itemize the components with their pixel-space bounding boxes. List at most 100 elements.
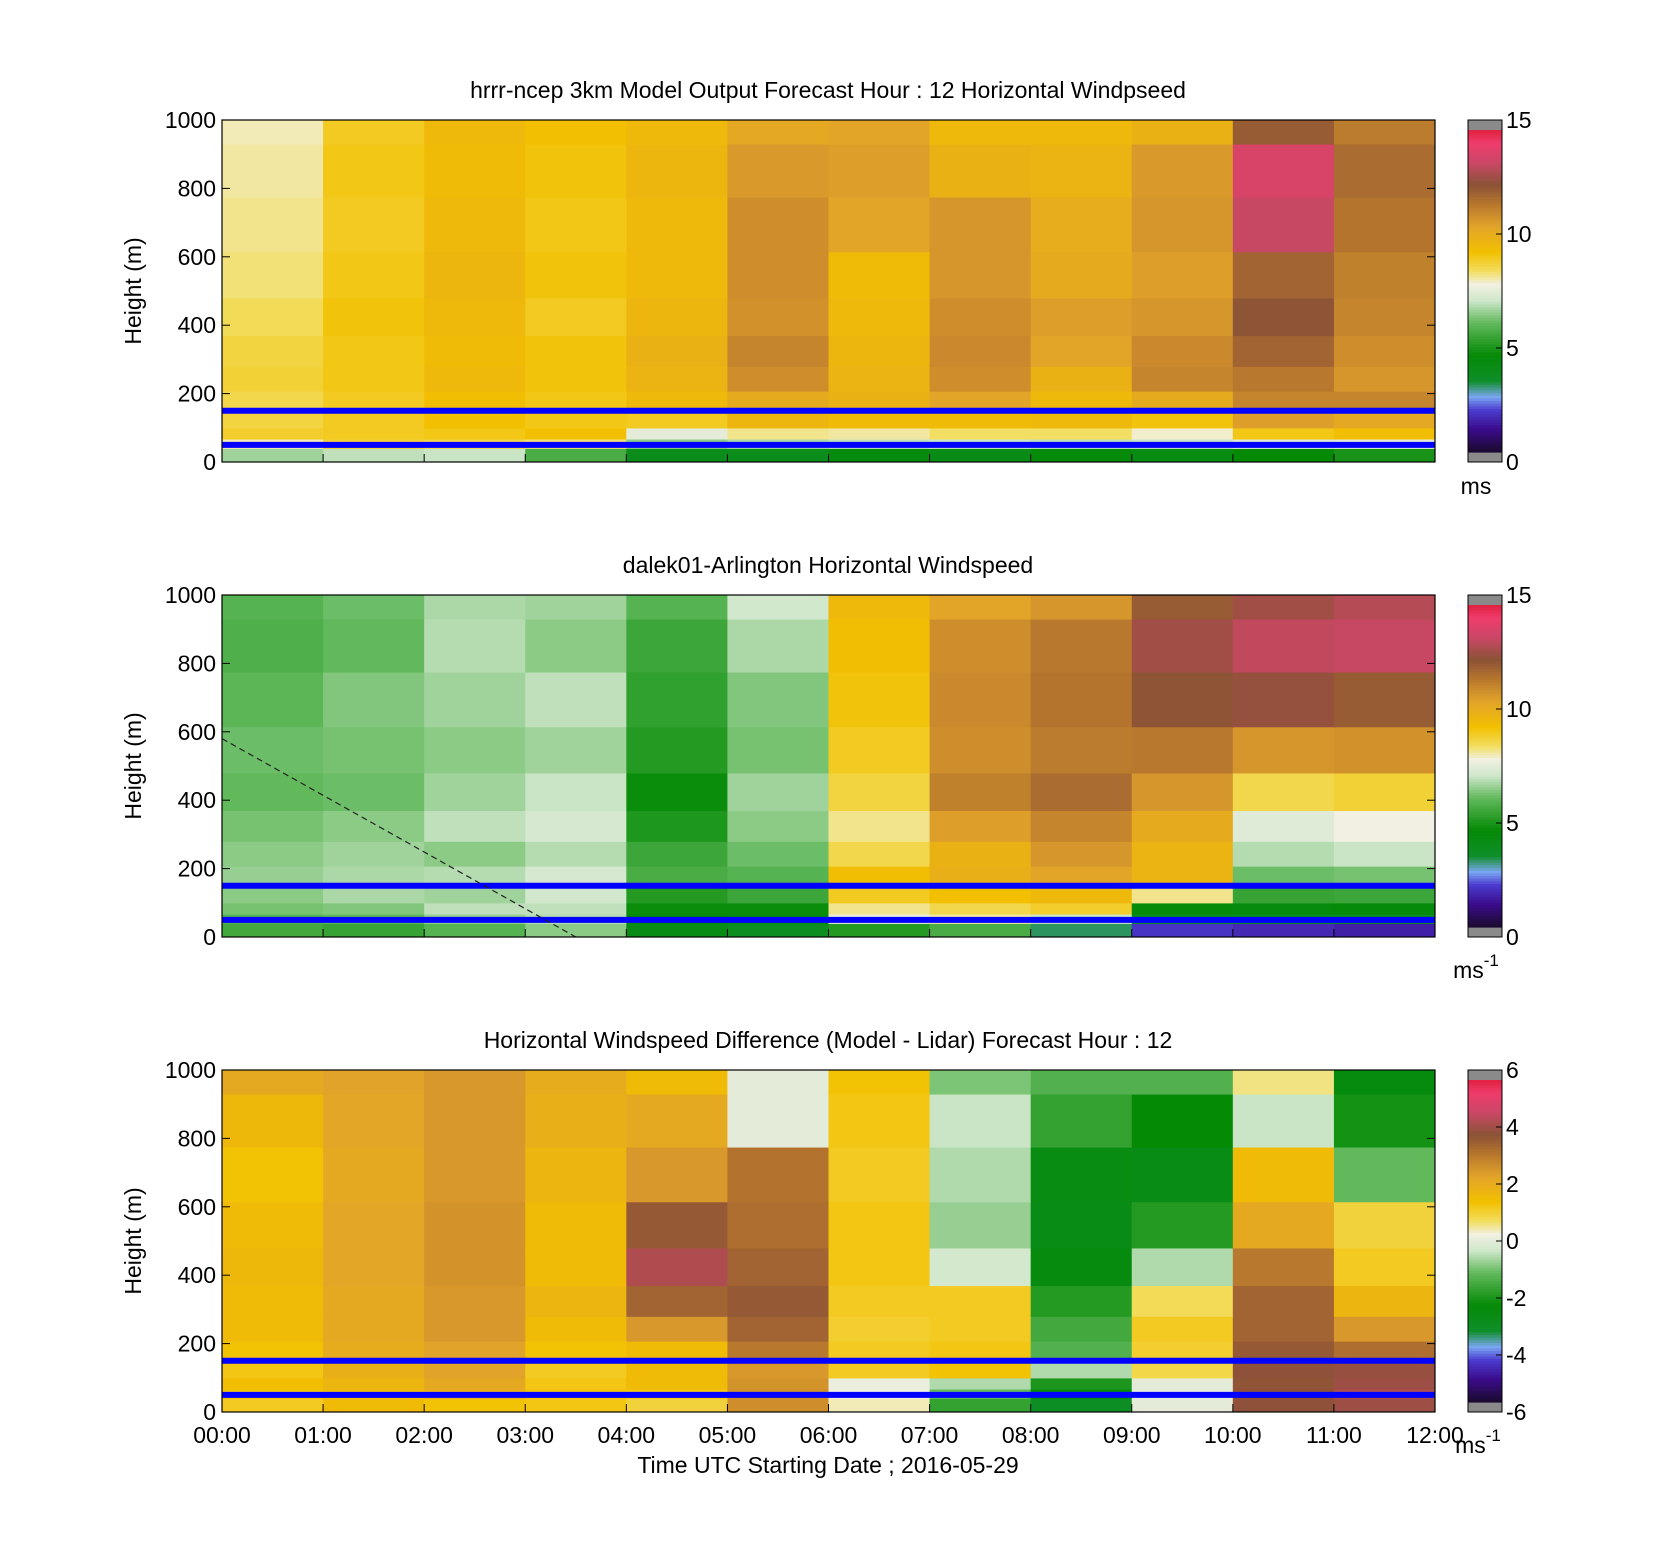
colorbar-swatch: [1468, 1200, 1502, 1205]
colorbar-swatch: [1468, 1136, 1502, 1140]
colorbar-swatch: [1468, 685, 1502, 689]
heatmap-cell: [323, 297, 425, 337]
colorbar-swatch: [1468, 138, 1502, 142]
heatmap-cell: [222, 1398, 324, 1412]
heatmap-cell: [323, 1201, 425, 1249]
colorbar-swatch: [1468, 709, 1502, 713]
heatmap-cell: [1333, 427, 1435, 440]
heatmap-cell: [323, 841, 425, 867]
heatmap-cell: [424, 726, 526, 774]
colorbar-swatch: [1468, 291, 1502, 295]
heatmap-cell: [1232, 618, 1335, 673]
heatmap-cell: [1333, 886, 1435, 904]
heatmap-cell: [525, 297, 627, 337]
colorbar-overflow-cap: [1468, 452, 1502, 462]
colorbar-swatch: [1468, 623, 1502, 628]
panel-model-colorbar: 0 5 10 15: [1467, 107, 1532, 475]
heatmap-cell: [828, 1201, 931, 1249]
heatmap-cell: [626, 1285, 729, 1317]
heatmap-cell: [424, 391, 526, 413]
heatmap-cell: [222, 1146, 324, 1203]
y-tick-label: 800: [178, 175, 216, 201]
colorbar-swatch: [1468, 164, 1502, 169]
heatmap-cell: [626, 902, 729, 915]
heatmap-cell: [1030, 427, 1133, 440]
heatmap-cell: [222, 841, 324, 867]
heatmap-cell: [626, 448, 729, 462]
colorbar-swatch: [1468, 368, 1502, 373]
colorbar-swatch: [1468, 191, 1502, 195]
colorbar-swatch: [1468, 159, 1502, 163]
colorbar-swatch: [1468, 1152, 1502, 1156]
panel-lidar-yticks: 0 200 400 600 800 1000: [165, 582, 1435, 950]
colorbar-swatch: [1468, 865, 1502, 869]
heatmap-cell: [525, 841, 627, 867]
heatmap-cell: [222, 391, 324, 413]
heatmap-cell: [1333, 1316, 1435, 1342]
heatmap-cell: [1030, 335, 1133, 367]
colorbar-swatch: [1468, 304, 1502, 308]
colorbar-swatch: [1468, 1302, 1502, 1306]
colorbar-swatch: [1468, 307, 1502, 311]
colorbar-swatch: [1468, 347, 1502, 351]
colorbar-overflow-cap: [1468, 1070, 1502, 1080]
colorbar-swatch: [1468, 843, 1502, 848]
heatmap-cell: [929, 1377, 1032, 1390]
heatmap-cell: [727, 886, 830, 904]
y-tick-label: 1000: [165, 582, 216, 608]
colorbar-swatch: [1468, 1313, 1502, 1317]
heatmap-cell: [929, 1316, 1032, 1342]
y-tick-label: 800: [178, 1125, 216, 1151]
heatmap-cell: [1030, 1377, 1133, 1390]
colorbar-swatch: [1468, 1326, 1502, 1331]
colorbar-swatch: [1468, 1235, 1502, 1239]
colorbar-swatch: [1468, 1173, 1502, 1178]
heatmap-cell: [929, 335, 1032, 367]
colorbar-swatch: [1468, 1198, 1502, 1202]
heatmap-cell: [1232, 726, 1335, 774]
colorbar-swatch: [1468, 240, 1502, 244]
heatmap-cell: [727, 297, 830, 337]
colorbar-swatch: [1468, 744, 1502, 748]
colorbar-swatch: [1468, 261, 1502, 265]
heatmap-cell: [1030, 1398, 1133, 1412]
heatmap-cell: [424, 1377, 526, 1390]
colorbar-swatch: [1468, 1249, 1502, 1253]
heatmap-cell: [222, 297, 324, 337]
colorbar-swatch: [1468, 248, 1502, 252]
heatmap-cell: [727, 1377, 830, 1390]
heatmap-cell: [525, 671, 627, 728]
colorbar-swatch: [1468, 213, 1502, 217]
heatmap-cell: [626, 196, 729, 253]
colorbar-swatch: [1468, 1308, 1502, 1312]
heatmap-cell: [929, 251, 1032, 299]
colorbar-swatch: [1468, 808, 1502, 813]
heatmap-cell: [727, 1093, 830, 1148]
heatmap-cell: [222, 810, 324, 842]
heatmap-cell: [727, 196, 830, 253]
colorbar-swatch: [1468, 1342, 1502, 1347]
heatmap-cell: [1232, 335, 1335, 367]
colorbar-swatch: [1468, 223, 1502, 228]
heatmap-cell: [1030, 618, 1133, 673]
colorbar-swatch: [1468, 841, 1502, 845]
heatmap-cell: [525, 902, 627, 915]
heatmap-cell: [323, 1285, 425, 1317]
heatmap-cell: [424, 143, 526, 198]
heatmap-cell: [1232, 1341, 1335, 1363]
colorbar-swatch: [1468, 741, 1502, 746]
heatmap-cell: [626, 297, 729, 337]
colorbar-swatch: [1468, 661, 1502, 665]
colorbar-swatch: [1468, 701, 1502, 705]
heatmap-cell: [323, 1247, 425, 1287]
heatmap-cell: [424, 866, 526, 888]
colorbar-swatch: [1468, 1283, 1502, 1288]
heatmap-cell: [525, 448, 627, 462]
colorbar-swatch: [1468, 333, 1502, 338]
panel-lidar-colorbar: 0 5 10 15: [1467, 582, 1532, 950]
heatmap-cell: [525, 1285, 627, 1317]
colorbar-swatch: [1468, 688, 1502, 692]
heatmap-cell: [222, 618, 324, 673]
colorbar-swatch: [1468, 1181, 1502, 1186]
heatmap-cell: [1030, 411, 1133, 429]
